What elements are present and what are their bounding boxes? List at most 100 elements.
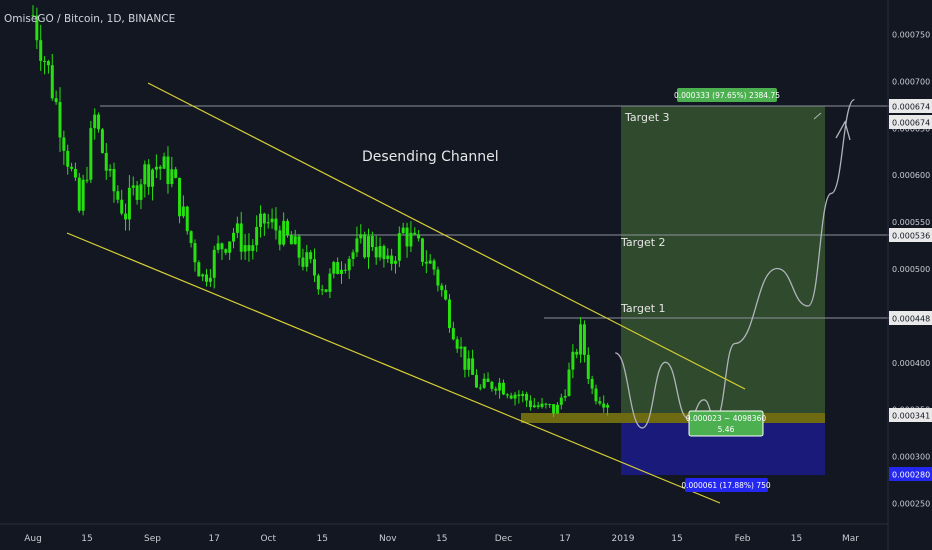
candle-body [424, 261, 428, 264]
channel-upper-line[interactable] [147, 82, 746, 390]
candle-body [544, 403, 548, 405]
price-marker-box [889, 311, 932, 325]
candle-body [112, 168, 116, 192]
candle-body [58, 102, 62, 138]
price-tick-label: 0.000700 [892, 77, 930, 86]
candle-body [436, 269, 440, 286]
candle-body [447, 299, 451, 329]
candle-body [43, 60, 47, 62]
time-tick-label: Dec [495, 534, 512, 544]
candle-body [174, 169, 178, 178]
projection-path [615, 99, 855, 429]
candle-body [127, 187, 131, 220]
candle-body [235, 223, 239, 233]
candle-body [93, 114, 97, 129]
candle-body [243, 245, 247, 252]
candle-body [54, 98, 58, 103]
candle-body [108, 168, 112, 171]
candle-body [282, 220, 286, 245]
target2-label: Target 2 [620, 236, 666, 249]
candle-body [413, 232, 417, 235]
candle-body [397, 233, 401, 261]
candle-body [289, 235, 293, 245]
candle-body [521, 393, 525, 396]
candle-body [401, 227, 405, 234]
candle-body [390, 255, 394, 264]
candle-body [100, 129, 104, 153]
candle-body [232, 232, 236, 242]
candle-body [116, 191, 120, 200]
candle-body [382, 246, 386, 260]
candle-body [555, 404, 559, 414]
candle-body [274, 218, 278, 231]
target3-label: Target 3 [624, 111, 670, 124]
candle-body [220, 243, 224, 250]
profit-zone [621, 106, 825, 414]
candle-body [440, 285, 444, 291]
candle-body [270, 218, 274, 223]
candle-body [332, 262, 336, 274]
candle-body [366, 236, 370, 258]
time-tick-label: 17 [559, 534, 570, 544]
candle-body [528, 400, 532, 408]
candle-body [428, 260, 432, 264]
candle-body [598, 401, 602, 404]
time-axis[interactable]: Aug 15 Sep 17 Oct 15 Nov 15 Dec 17 2019 15 Feb 15 Mar [0, 523, 888, 544]
candle-body [594, 388, 598, 402]
price-tick-label: 0.000500 [892, 265, 930, 274]
price-marker-label: 0.000674 [892, 119, 930, 128]
candle-body [139, 184, 143, 200]
candle-body [559, 397, 563, 405]
candle-body [216, 243, 220, 250]
price-marker-box [889, 467, 932, 481]
candle-body [224, 249, 228, 253]
candle-body [131, 185, 135, 188]
candle-body [328, 273, 332, 292]
candle-body [124, 213, 128, 220]
channel-lower-line[interactable] [66, 232, 721, 504]
time-tick-label: Oct [260, 534, 276, 544]
candle-body [444, 290, 448, 300]
candle-body [602, 403, 606, 408]
price-marker-label: 0.000448 [892, 315, 930, 324]
candle-body [85, 179, 89, 181]
candle-body [197, 262, 201, 277]
candle-body [374, 247, 378, 258]
candle-body [482, 378, 486, 388]
target1-label: Target 1 [620, 302, 666, 315]
candle-body [239, 223, 243, 252]
candle-body [339, 269, 343, 274]
candle-body [451, 328, 455, 340]
candle-body [178, 177, 182, 217]
price-tick-label: 0.000250 [892, 500, 930, 509]
time-tick-label: 15 [316, 534, 327, 544]
candle-body [386, 255, 390, 260]
time-tick-label: 17 [209, 534, 220, 544]
candle-body [324, 289, 328, 292]
candle-body [166, 156, 170, 185]
candle-body [405, 227, 409, 247]
time-tick-label: 15 [671, 534, 682, 544]
candle-body [62, 137, 66, 151]
price-axis[interactable]: 0.0007500.0007000.0006500.0006000.000550… [887, 0, 932, 550]
candle-body [297, 236, 301, 258]
candle-body [393, 260, 397, 264]
candlestick-series [31, 5, 610, 418]
candle-body [432, 260, 436, 270]
candle-body [571, 351, 575, 370]
candle-body [355, 238, 359, 253]
candle-body [31, 15, 35, 17]
time-tick-label: 2019 [612, 534, 635, 544]
candle-body [586, 354, 590, 379]
candle-body [455, 339, 459, 349]
candle-body [316, 275, 320, 290]
candle-body [525, 393, 529, 401]
candle-body [517, 394, 521, 396]
candle-body [266, 222, 270, 224]
candle-body [251, 245, 255, 251]
candle-body [363, 234, 367, 258]
candle-body [135, 185, 139, 200]
candle-body [228, 241, 232, 253]
price-tick-label: 0.000400 [892, 359, 930, 368]
